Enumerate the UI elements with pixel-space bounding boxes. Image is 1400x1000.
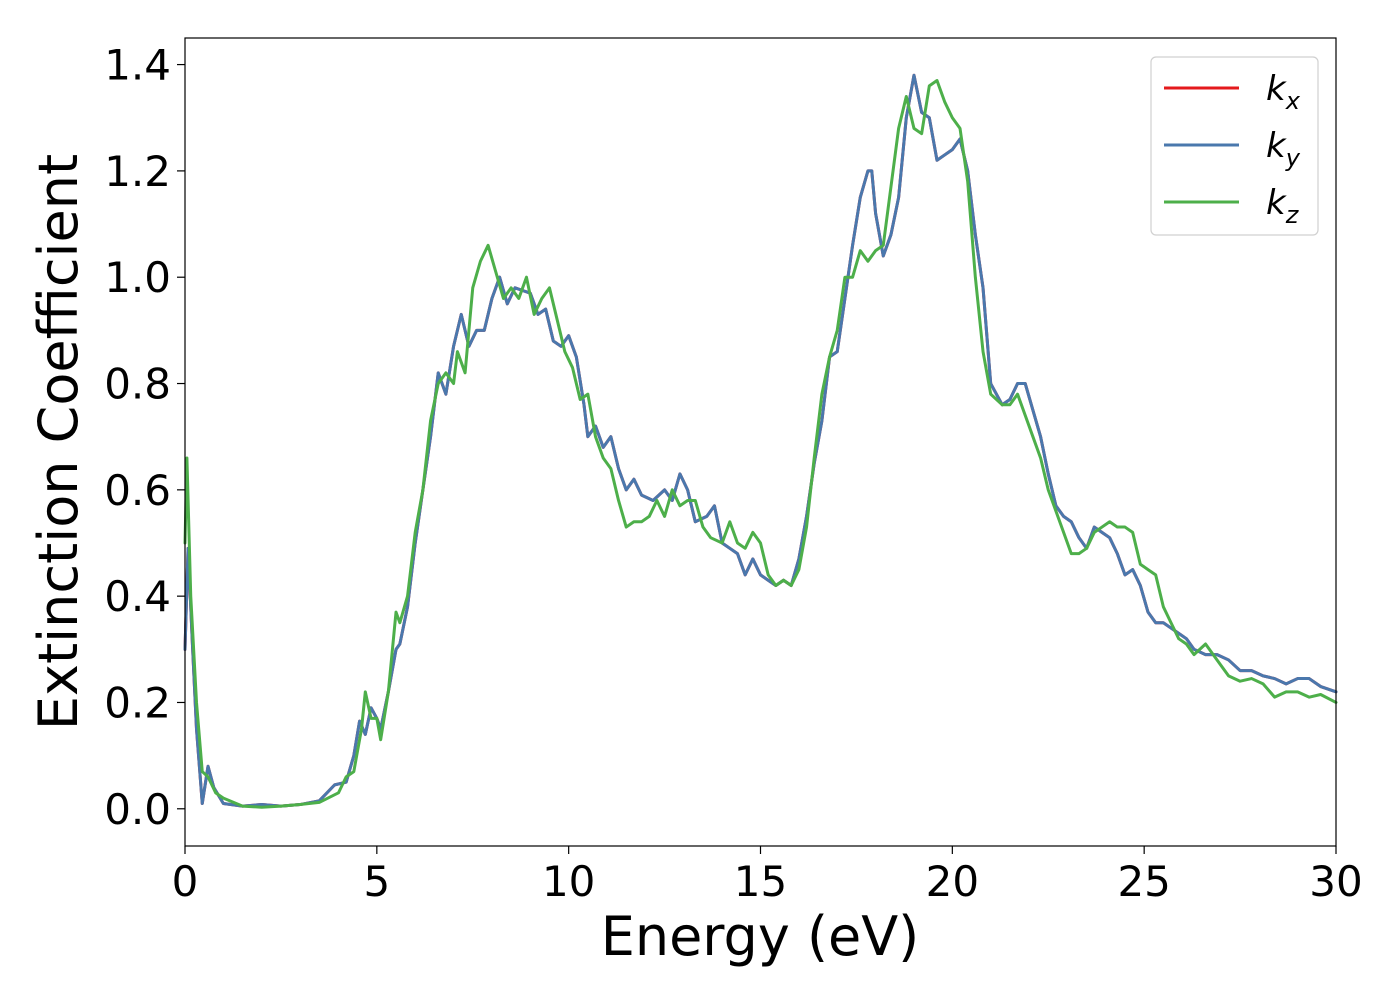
y-tick-label: 1.0: [104, 253, 171, 302]
series-layer: [183, 73, 1338, 809]
legend-label-z: kz: [1266, 183, 1300, 229]
x-tick-label: 5: [363, 857, 390, 906]
y-axis: 0.0 0.2 0.4 0.6 0.8 1.0 1.2 1.4: [104, 41, 185, 834]
y-tick-label: 1.2: [104, 147, 171, 196]
legend-label-y: ky: [1266, 126, 1301, 172]
x-tick-label: 30: [1309, 857, 1362, 906]
x-tick-label: 10: [542, 857, 595, 906]
y-tick-label: 0.2: [104, 678, 171, 727]
y-tick-label: 0.6: [104, 466, 171, 515]
x-tick-label: 25: [1117, 857, 1170, 906]
legend-label-x: kx: [1266, 69, 1301, 115]
series-line-y: [183, 73, 1338, 808]
series-line-z: [183, 79, 1338, 809]
y-tick-label: 0.8: [104, 360, 171, 409]
y-tick-label: 0.0: [104, 785, 171, 834]
y-tick-label: 0.4: [104, 572, 171, 621]
x-tick-label: 15: [734, 857, 787, 906]
x-tick-label: 20: [926, 857, 979, 906]
x-axis-title: Energy (eV): [601, 905, 920, 968]
y-axis-title: Extinction Coefficient: [27, 154, 90, 730]
x-axis: 0 5 10 15 20 25 30: [172, 846, 1363, 906]
y-tick-label: 1.4: [104, 41, 171, 90]
legend: kx ky kz: [1150, 56, 1319, 236]
x-tick-label: 0: [172, 857, 199, 906]
